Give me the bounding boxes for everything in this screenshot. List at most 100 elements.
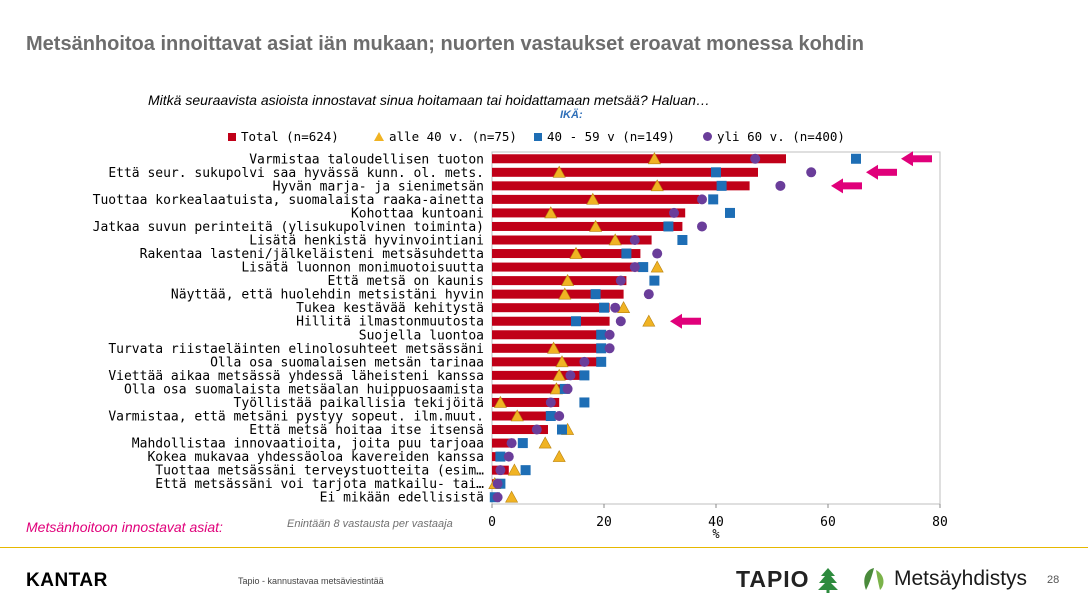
category-label: Tuottaa korkealaatuista, suomalaista raa…: [93, 193, 484, 208]
marker-square-40-59: [571, 316, 581, 327]
footnote: Enintään 8 vastausta per vastaaja: [287, 518, 453, 530]
category-label: Viettää aikaa metsässä yhdessä läheisten…: [108, 369, 484, 384]
bar-total: [492, 384, 571, 394]
marker-triangle-under40: [552, 165, 566, 178]
x-tick-label: 20: [596, 515, 612, 530]
tree-icon: [817, 567, 838, 593]
marker-circle-over60: [629, 235, 640, 245]
page-title: Metsänhoitoa innoittavat asiat iän mukaa…: [26, 33, 864, 55]
bar-total: [492, 316, 610, 326]
survey-question: Mitkä seuraavista asioista innostavat si…: [148, 92, 710, 108]
x-tick-label: 40: [708, 515, 724, 530]
marker-triangle-under40: [608, 233, 622, 246]
bar-total: [492, 249, 641, 259]
category-label: Että metsä on kaunis: [327, 274, 484, 289]
marker-square-40-59: [649, 275, 660, 286]
marker-square-40-59: [851, 153, 861, 164]
category-label: Lisätä henkistä hyvinvointiani: [249, 234, 484, 249]
bar-total: [492, 276, 627, 286]
bar-total: [492, 357, 602, 367]
highlight-arrow-head: [866, 164, 878, 180]
bar-total: [492, 262, 641, 272]
marker-circle-over60: [604, 343, 615, 354]
marker-square-40-59: [708, 194, 719, 205]
marker-square-40-59: [677, 235, 688, 245]
marker-square-40-59: [545, 411, 556, 421]
category-label: Jatkaa suvun perinteitä (ylisukupolvinen…: [93, 220, 484, 235]
marker-triangle-under40: [561, 273, 575, 286]
category-label: Olla osa suomalaisen metsän tarinaa: [210, 355, 484, 370]
marker-square-40-59: [517, 438, 528, 449]
page-number: 28: [1047, 574, 1060, 586]
bar-total: [492, 438, 515, 448]
marker-triangle-under40: [642, 314, 656, 327]
highlight-arrow-shaft: [877, 168, 897, 176]
bar-total: [492, 411, 554, 421]
highlight-arrow-head: [670, 313, 682, 329]
legend-label: alle 40 v. (n=75): [389, 129, 517, 144]
marker-circle-over60: [697, 194, 707, 205]
marker-circle-over60: [610, 302, 621, 313]
bar-total: [492, 425, 548, 435]
category-label: Kokea mukavaa yhdessäoloa kavereiden kan…: [147, 450, 484, 465]
marker-circle-over60: [615, 275, 626, 286]
leaf-logo-icon: [864, 568, 884, 590]
marker-square-40-59: [663, 221, 674, 232]
marker-circle-over60: [615, 316, 626, 327]
kantar-logo: KANTAR: [26, 570, 108, 591]
marker-triangle-under40: [505, 490, 519, 503]
marker-circle-over60: [492, 478, 503, 489]
age-label: IKÄ:: [560, 109, 583, 121]
legend-item-under40: alle 40 v. (n=75): [374, 129, 517, 144]
marker-triangle-under40: [569, 246, 583, 259]
category-label: Hillitä ilmastonmuutosta: [296, 315, 484, 330]
horizontal-bar-chart: 0 20 40 60 80% Varmistaa taloudellisen tuoton…: [93, 151, 948, 541]
marker-circle-over60: [775, 180, 786, 191]
marker-triangle-under40: [555, 355, 569, 368]
category-label: Tuottaa metsässäni terveystuotteita (esi…: [155, 464, 484, 479]
category-label: Näyttää, että huolehdin metsistäni hyvin: [171, 288, 484, 303]
category-label: Lisätä luonnon monimuotoisuutta: [241, 261, 484, 276]
category-label: Että seur. sukupolvi saa hyvässä kunn. o…: [108, 166, 484, 181]
bar-total: [492, 221, 683, 231]
marker-triangle-under40: [510, 409, 524, 422]
marker-square-40-59: [621, 248, 632, 259]
marker-triangle-under40: [552, 449, 566, 462]
category-label: Suojella luontoa: [359, 328, 484, 343]
marker-square-40-59: [638, 262, 649, 273]
marker-triangle-under40: [493, 395, 507, 408]
marker-square-40-59: [590, 289, 601, 300]
marker-square-40-59: [596, 329, 607, 340]
marker-circle-over60: [503, 451, 514, 462]
legend-swatch-square: [534, 132, 542, 141]
tapio-logo: TAPIO: [736, 566, 840, 593]
marker-circle-over60: [652, 248, 663, 259]
category-label: Rakentaa lasteni/jälkeläisteni metsäsuhd…: [140, 247, 484, 262]
marker-circle-over60: [554, 411, 565, 421]
category-label: Että metsä hoitaa itse itsensä: [249, 423, 484, 438]
category-label: Turvata riistaeläinten elinolosuhteet me…: [108, 342, 484, 357]
category-label: Varmistaa taloudellisen tuoton: [249, 152, 484, 167]
marker-triangle-under40: [507, 463, 521, 476]
marker-triangle-under40: [586, 192, 600, 205]
marker-circle-over60: [579, 356, 590, 367]
highlight-arrow-head: [901, 151, 913, 167]
marker-square-40-59: [725, 207, 735, 218]
legend-item-over60: yli 60 v. (n=400): [703, 129, 845, 144]
bar-total: [492, 303, 610, 313]
marker-triangle-under40: [538, 436, 552, 449]
marker-circle-over60: [545, 397, 556, 408]
category-label: Hyvän marja- ja sienimetsän: [273, 179, 484, 194]
section-label: Metsänhoitoon innostavat asiat:: [26, 519, 223, 535]
marker-square-40-59: [711, 167, 721, 178]
bar-total: [492, 181, 750, 191]
legend-label: Total (n=624): [241, 129, 339, 144]
marker-square-40-59: [579, 397, 590, 408]
category-label: Mahdollistaa innovaatioita, joita puu ta…: [132, 437, 484, 452]
category-label: Että metsässäni voi tarjota matkailu- ta…: [155, 477, 484, 492]
marker-triangle-under40: [650, 179, 664, 192]
marker-triangle-under40: [589, 219, 603, 232]
marker-circle-over60: [531, 424, 542, 435]
marker-triangle-under40: [544, 206, 558, 219]
bar-total: [492, 343, 604, 353]
